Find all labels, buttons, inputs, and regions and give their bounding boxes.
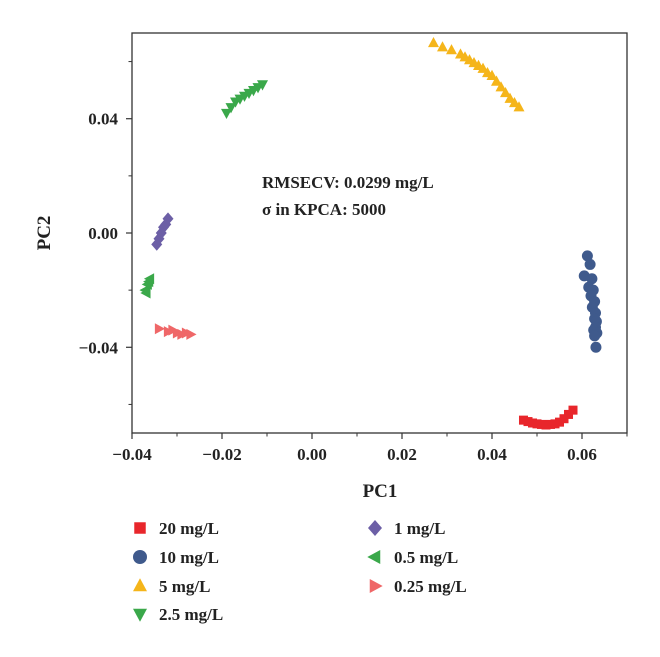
y-tick-label: −0.04 bbox=[79, 338, 119, 357]
legend: 20 mg/L 10 mg/L 5 mg/L 2.5 mg/L 1 mg/L 0.5 mg… bbox=[133, 519, 467, 624]
legend-marker bbox=[368, 519, 382, 537]
y-tick-label: 0.00 bbox=[88, 224, 118, 243]
series-4 bbox=[151, 212, 174, 251]
series-3 bbox=[221, 80, 268, 120]
data-point bbox=[437, 41, 448, 52]
legend-marker bbox=[367, 550, 381, 564]
series-6 bbox=[154, 323, 197, 340]
data-point bbox=[143, 276, 154, 288]
x-tick-label: −0.04 bbox=[112, 445, 152, 464]
x-axis-title: PC1 bbox=[363, 481, 398, 502]
x-tick-label: 0.04 bbox=[477, 445, 507, 464]
data-points bbox=[139, 36, 603, 430]
data-point bbox=[160, 218, 172, 231]
x-tick-label: 0.02 bbox=[387, 445, 417, 464]
data-point bbox=[162, 212, 174, 226]
legend-marker bbox=[133, 608, 147, 622]
legend-label: 0.5 mg/L bbox=[394, 548, 458, 567]
data-point bbox=[568, 405, 578, 415]
legend-label: 0.25 mg/L bbox=[394, 577, 467, 596]
annotation-rmsecv: RMSECV: 0.0299 mg/L bbox=[262, 173, 434, 192]
legend-item: 2.5 mg/L bbox=[133, 605, 223, 624]
y-axis-title: PC2 bbox=[34, 216, 55, 251]
plot-frame bbox=[131, 32, 628, 434]
annotation-sigma: σ in KPCA: 5000 bbox=[262, 200, 386, 219]
legend-item: 5 mg/L bbox=[133, 577, 210, 596]
data-point bbox=[590, 341, 602, 353]
x-tick-label: 0.06 bbox=[567, 445, 597, 464]
legend-item: 20 mg/L bbox=[134, 519, 219, 538]
legend-label: 10 mg/L bbox=[159, 548, 219, 567]
data-point bbox=[186, 328, 197, 340]
series-5 bbox=[139, 273, 155, 299]
data-point bbox=[140, 287, 151, 299]
legend-label: 5 mg/L bbox=[159, 577, 210, 596]
legend-item: 1 mg/L bbox=[368, 519, 445, 538]
data-point bbox=[589, 330, 601, 342]
legend-marker bbox=[134, 522, 146, 534]
y-tick-label: 0.04 bbox=[88, 110, 118, 129]
data-point bbox=[257, 80, 268, 91]
data-point bbox=[495, 81, 507, 92]
x-axis: −0.04 −0.02 0.00 0.02 0.04 0.06 bbox=[112, 433, 628, 464]
series-0 bbox=[518, 405, 578, 430]
data-point bbox=[513, 101, 525, 112]
data-point bbox=[491, 75, 502, 86]
legend-item: 0.25 mg/L bbox=[369, 577, 467, 596]
data-point bbox=[151, 238, 163, 251]
legend-marker bbox=[133, 550, 147, 564]
data-point bbox=[581, 250, 593, 262]
data-point bbox=[586, 273, 598, 285]
data-point bbox=[221, 108, 232, 120]
data-point bbox=[500, 86, 511, 98]
data-point bbox=[428, 36, 439, 48]
legend-item: 10 mg/L bbox=[133, 548, 219, 567]
legend-marker bbox=[369, 579, 383, 593]
legend-label: 20 mg/L bbox=[159, 519, 219, 538]
data-point bbox=[486, 69, 498, 80]
legend-marker bbox=[133, 578, 147, 592]
legend-label: 2.5 mg/L bbox=[159, 605, 223, 624]
series-2 bbox=[428, 36, 525, 112]
x-tick-label: 0.00 bbox=[297, 445, 327, 464]
data-point bbox=[154, 323, 166, 335]
data-point bbox=[446, 44, 457, 55]
legend-label: 1 mg/L bbox=[394, 519, 445, 538]
data-point bbox=[584, 258, 596, 270]
series-1 bbox=[578, 250, 603, 353]
data-point bbox=[225, 103, 237, 114]
y-axis: −0.04 0.00 0.04 bbox=[79, 61, 132, 405]
x-tick-label: −0.02 bbox=[202, 445, 241, 464]
legend-item: 0.5 mg/L bbox=[367, 548, 458, 567]
